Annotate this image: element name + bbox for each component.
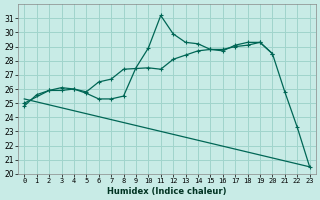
X-axis label: Humidex (Indice chaleur): Humidex (Indice chaleur) bbox=[107, 187, 227, 196]
